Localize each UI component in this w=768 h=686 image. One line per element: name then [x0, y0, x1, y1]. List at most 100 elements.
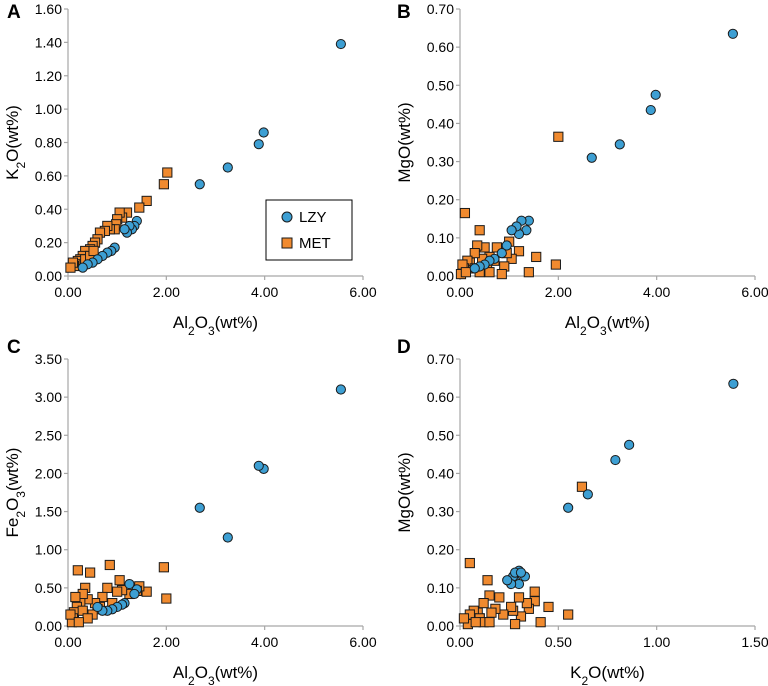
panel-d-met-point: [535, 617, 546, 628]
panel-c-y-tick-label: 0.50: [35, 580, 62, 596]
panel-d-lzy-point: [624, 439, 635, 450]
panel-b-x-axis-title-post: (wt%): [607, 313, 650, 332]
panel-d-met-point: [486, 607, 497, 618]
panel-a-y-axis-title-post: (wt%): [3, 105, 22, 148]
panel-a-x-axis-title-sub1: 2: [188, 324, 195, 338]
panel-c-y-tick-label: 3.00: [35, 389, 62, 405]
panel-d-y-tick-label: 0.60: [427, 389, 454, 405]
panel-a-x-tick-label: 2.00: [153, 284, 180, 300]
panel-a-lzy-point: [258, 127, 269, 138]
panel-b-x-axis-title: Al2O3(wt%): [565, 313, 650, 338]
panel-c-y-axis-title-mid: O: [3, 498, 22, 511]
panel-a-y-tick-label: 0.40: [35, 201, 62, 217]
panel-d-met-point: [494, 592, 505, 603]
panel-a-met-point: [158, 179, 169, 190]
panel-d-y-tick-label: 0.00: [427, 618, 454, 634]
panel-a-lzy-point: [194, 179, 205, 190]
panel-a-x-axis-title-post: (wt%): [215, 313, 258, 332]
panel-b-met-point: [550, 259, 561, 270]
panel-d-lzy-point: [610, 454, 621, 466]
panel-a-x-axis-title: Al2O3(wt%): [173, 313, 258, 338]
panel-a-met-point: [134, 202, 145, 213]
panel-a-met-point: [162, 167, 173, 178]
panel-c-lzy-point: [129, 588, 140, 600]
panel-c-y-tick-label: 3.50: [35, 351, 62, 367]
legend-label-met: MET: [299, 235, 331, 252]
panel-c-x-axis-title-sub2: 3: [208, 674, 215, 686]
panel-b-x-tick-label: 2.00: [545, 284, 572, 300]
panel-d-y-tick-label: 0.70: [427, 351, 454, 367]
panel-c-y-axis-title-post: (wt%): [3, 448, 22, 491]
panel-d-met-point: [498, 609, 509, 620]
panel-b: 0.00 0.10 0.20 0.30 0.40 0.50 0.60 0.70 0.00 2.00…: [395, 1, 768, 338]
panel-c-lzy-point: [194, 502, 205, 513]
panel-d-met-point: [482, 575, 493, 586]
panel-d-met-point: [576, 481, 588, 492]
panel-a-y-tick-label: 1.20: [35, 68, 62, 84]
panel-a-y-tick-label: 1.60: [35, 1, 62, 17]
panel-d-met-point: [484, 590, 495, 601]
panel-a-y-tick-label: 0.00: [35, 268, 62, 284]
panel-d-lzy-point: [515, 567, 527, 578]
panel-b-y-tick-label: 0.60: [427, 39, 454, 55]
panel-b-y-axis-title-pre: MgO(wt%): [395, 102, 414, 182]
panel-d-met-point: [509, 618, 521, 630]
panel-b-lzy-point: [645, 104, 656, 116]
panel-c-x-axis-title: Al2O3(wt%): [173, 663, 258, 686]
panel-d-x-axis-title-sub1: 2: [581, 674, 588, 686]
panel-c-met-point: [104, 559, 115, 571]
panel-d-x-tick-label: 1.50: [741, 634, 768, 650]
panel-c-x-tick-label: 0.00: [54, 634, 81, 650]
panel-a-lzy-point: [253, 139, 264, 150]
panel-b-x-axis-title-sub1: 2: [580, 324, 587, 338]
panel-d-y-tick-label: 0.30: [427, 504, 454, 520]
panel-c-met-point: [85, 567, 96, 578]
panel-a-y-axis-title-mid: O: [3, 149, 22, 162]
panel-d-met-point: [478, 598, 489, 609]
panel-a: 0.00 0.20 0.40 0.60 0.80 1.00 1.20 1.40 1.60 0.00…: [3, 1, 377, 338]
panel-d-met-point: [464, 557, 475, 569]
panel-a-x-axis-title-pre: Al: [173, 313, 188, 332]
panel-d-x-axis-title-post: (wt%): [601, 663, 644, 682]
panel-b-letter: B: [397, 2, 411, 23]
legend-label-lzy: LZY: [299, 209, 327, 226]
panel-b-y-tick-label: 0.30: [427, 154, 454, 170]
panel-c-x-tick-label: 6.00: [349, 634, 376, 650]
panel-c-y-tick-label: 0.00: [35, 618, 62, 634]
panel-a-lzy-point: [222, 162, 233, 173]
panel-b-y-tick-label: 0.20: [427, 192, 454, 208]
panel-b-met-point: [459, 207, 471, 219]
panel-c-y-axis-title-sub2: 3: [14, 491, 28, 498]
panel-a-y-tick-label: 1.40: [35, 34, 62, 50]
panel-c-met-point: [102, 582, 113, 593]
panel-c-x-axis-title-pre: Al: [173, 663, 188, 682]
panel-b-y-tick-label: 0.70: [427, 1, 454, 17]
panel-d-y-axis-title: MgO(wt%): [395, 452, 414, 532]
panel-b-x-tick-label: 4.00: [643, 284, 670, 300]
panel-a-y-axis-title: K2O(wt%): [3, 105, 28, 180]
panel-a-met-point: [88, 245, 99, 257]
panel-c-x-axis-title-sub1: 2: [188, 674, 195, 686]
panel-c-met-point: [158, 562, 169, 573]
panel-b-met-point: [513, 246, 525, 257]
panel-c-met-point: [82, 613, 93, 624]
panel-c-met-point: [112, 586, 123, 597]
panel-c-met-point: [73, 617, 84, 628]
panel-a-x-tick-label: 0.00: [54, 284, 81, 300]
panel-a-lzy-point: [335, 38, 346, 50]
panel-c-met-point: [70, 591, 81, 603]
panel-d-letter: D: [397, 337, 411, 358]
panel-d-met-point: [513, 592, 525, 603]
panel-d-y-tick-label: 0.10: [427, 580, 454, 596]
panel-c-met-point: [161, 593, 172, 604]
panel-c-y-tick-label: 2.50: [35, 427, 62, 443]
panel-c-lzy-point: [124, 578, 135, 590]
panel-d-lzy-point: [582, 489, 593, 500]
panel-d-met-point: [515, 611, 527, 622]
panel-c-y-tick-label: 1.00: [35, 542, 62, 558]
panel-c-met-point: [141, 586, 152, 597]
panel-d-x-tick-label: 1.00: [643, 634, 670, 650]
panel-d-met-point: [458, 613, 470, 624]
panel-c-lzy-point: [335, 384, 346, 395]
